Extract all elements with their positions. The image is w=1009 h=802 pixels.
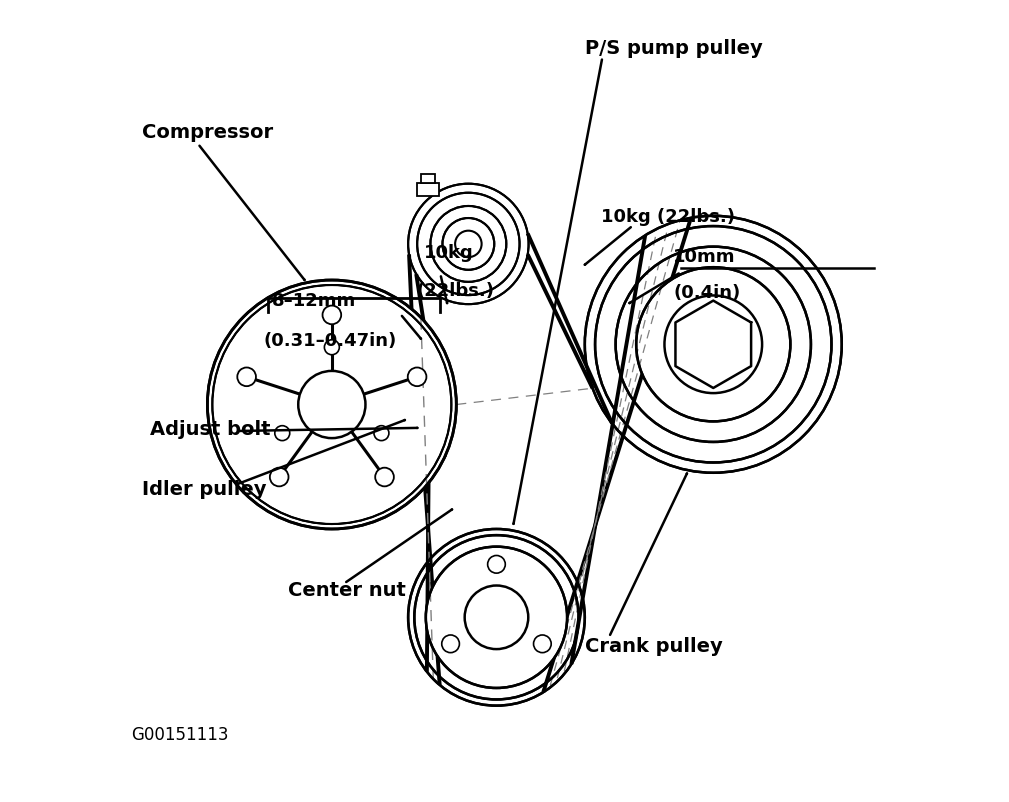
Text: G00151113: G00151113 — [131, 725, 229, 743]
Circle shape — [426, 547, 567, 688]
Circle shape — [324, 340, 339, 355]
Circle shape — [323, 306, 341, 325]
Circle shape — [455, 231, 481, 258]
Circle shape — [375, 468, 394, 487]
Text: 10mm: 10mm — [673, 248, 736, 265]
Text: (22lbs.): (22lbs.) — [416, 282, 494, 299]
Bar — [417, 184, 440, 196]
Circle shape — [269, 468, 289, 487]
Text: Crank pulley: Crank pulley — [585, 636, 722, 655]
Circle shape — [487, 556, 506, 573]
Circle shape — [299, 371, 365, 439]
Text: Center nut: Center nut — [288, 580, 406, 599]
Circle shape — [237, 368, 256, 387]
Circle shape — [214, 287, 450, 523]
Circle shape — [665, 296, 762, 394]
Circle shape — [274, 426, 290, 441]
Text: Idler pulley: Idler pulley — [141, 480, 266, 499]
Circle shape — [408, 368, 427, 387]
Text: 8–12mm: 8–12mm — [271, 292, 356, 310]
Circle shape — [443, 219, 494, 270]
Text: 10kg: 10kg — [424, 244, 474, 261]
Circle shape — [374, 426, 388, 441]
Bar — [422, 175, 435, 184]
Circle shape — [465, 585, 529, 650]
Text: (0.4in): (0.4in) — [673, 284, 741, 302]
Circle shape — [637, 268, 790, 422]
Text: 10kg (22lbs.): 10kg (22lbs.) — [601, 208, 735, 225]
Text: (0.31–0.47in): (0.31–0.47in) — [263, 332, 397, 350]
Text: P/S pump pulley: P/S pump pulley — [585, 38, 763, 58]
Text: Compressor: Compressor — [141, 123, 272, 142]
Circle shape — [442, 635, 459, 653]
Circle shape — [212, 286, 451, 525]
Text: Adjust bolt: Adjust bolt — [149, 419, 270, 439]
Circle shape — [208, 281, 456, 529]
Circle shape — [534, 635, 551, 653]
